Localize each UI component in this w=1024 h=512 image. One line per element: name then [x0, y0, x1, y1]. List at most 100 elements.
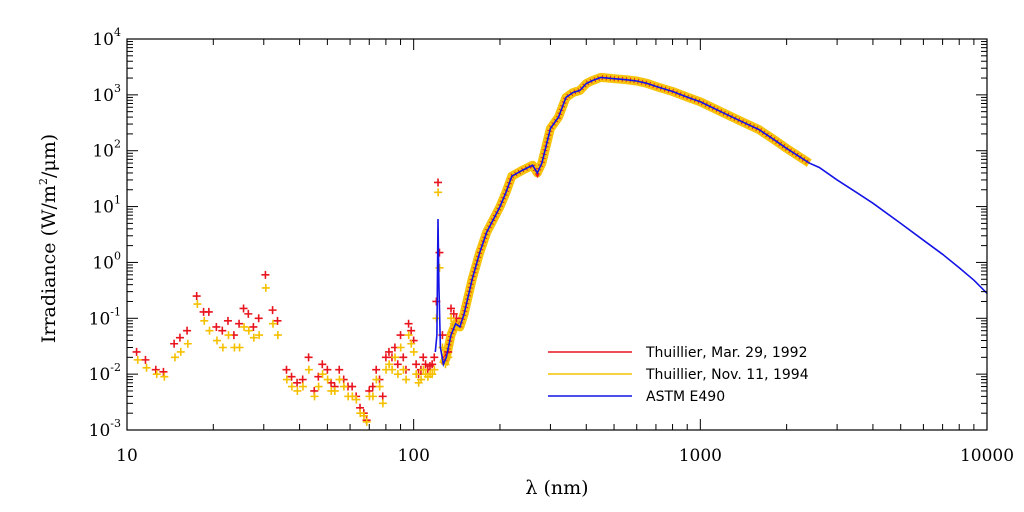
series-1-point: [402, 375, 411, 384]
series-0-point: [175, 333, 184, 342]
series-0-point: [435, 248, 444, 257]
y-tick-label: 10-2: [89, 361, 121, 385]
series-1-point: [391, 353, 400, 362]
series-1-point: [205, 326, 214, 335]
series-0-point: [396, 331, 405, 340]
y-tick-label: 101: [92, 194, 121, 218]
series-0-point: [314, 372, 323, 381]
series-0-point: [141, 355, 150, 364]
series-1-point: [218, 343, 227, 352]
legend: Thuillier, Mar. 29, 1992 Thuillier, Nov. …: [548, 345, 809, 405]
series-0-point: [298, 375, 307, 384]
series-1-point: [430, 365, 439, 374]
series-1-point: [348, 392, 357, 401]
series-0-point: [368, 382, 377, 391]
series-1-point: [419, 365, 428, 374]
series-0-point: [378, 392, 387, 401]
series-1-point: [160, 372, 169, 381]
x-axis-title: λ (nm): [525, 477, 588, 499]
series-1-point: [375, 382, 384, 391]
series-1-point: [304, 365, 313, 374]
series-0-point: [404, 319, 413, 328]
series-1-point: [183, 339, 192, 348]
y-tick-label: 102: [92, 138, 121, 162]
y-axis-title: Irradiance (W/m2/μm): [37, 134, 60, 343]
series-0-point: [430, 353, 439, 362]
series-0-point: [183, 326, 192, 335]
series-1-point: [235, 343, 244, 352]
series-1-point: [255, 331, 264, 340]
series-1-point: [310, 392, 319, 401]
series-1-point: [200, 316, 209, 325]
series-1-point: [428, 370, 437, 379]
series-1-point: [378, 399, 387, 408]
y-tick-label: 103: [92, 82, 121, 106]
series-1-point: [393, 370, 402, 379]
legend-label-2: ASTM E490: [646, 389, 725, 405]
series-1-point: [404, 331, 413, 340]
series-0-point: [393, 360, 402, 369]
series-0-point: [318, 360, 327, 369]
series-0-point: [335, 365, 344, 374]
series-1-point: [152, 370, 161, 379]
series-0-point: [428, 360, 437, 369]
y-tick-label: 104: [92, 26, 121, 50]
series-0-point: [407, 326, 416, 335]
series-1-point: [399, 365, 408, 374]
y-tick-label: 100: [92, 249, 121, 273]
series-1-point: [368, 392, 377, 401]
series-1-point: [385, 360, 394, 369]
series-1-point: [170, 353, 179, 362]
series-1-point: [409, 347, 418, 356]
series-1-point: [287, 382, 296, 391]
series-1-point: [434, 188, 443, 197]
series-0-point: [192, 292, 201, 301]
series-1-point: [282, 375, 291, 384]
series-0-point: [170, 339, 179, 348]
y-tick-label: 10-3: [89, 417, 121, 441]
series-0-point: [212, 322, 221, 331]
series-0-point: [447, 304, 456, 313]
series-1-point: [249, 333, 258, 342]
series-0-point: [287, 372, 296, 381]
series-0-point: [132, 347, 141, 356]
legend-label-0: Thuillier, Mar. 29, 1992: [645, 345, 808, 361]
series-1-point: [335, 375, 344, 384]
series-1-point: [362, 417, 371, 426]
series-1-point: [330, 386, 339, 395]
series-1-point: [447, 314, 456, 323]
series-1-point: [396, 343, 405, 352]
series-1-point: [268, 319, 277, 328]
series-0-point: [434, 178, 443, 187]
plot-frame: [126, 38, 988, 431]
y-axis-title-superscript: 2: [37, 178, 50, 185]
x-tick-label: 100: [397, 446, 429, 466]
series-0-point: [348, 382, 357, 391]
series-0-point: [261, 270, 270, 279]
series-1-point: [412, 370, 421, 379]
series-1-point: [372, 375, 381, 384]
series-1-point: [240, 322, 249, 331]
y-axis-title-part-3: /μm): [38, 134, 60, 178]
series-0-point: [235, 319, 244, 328]
series-0-point: [254, 314, 263, 323]
series-0-point: [293, 378, 302, 387]
series-1-point: [273, 331, 282, 340]
tick-labels: 10 100 1000 10000 104 103 102 101 100 10-1 10-2 10-…: [89, 26, 1014, 466]
series-1-point: [212, 336, 221, 345]
series-1-point: [323, 375, 332, 384]
series-0-point: [239, 304, 248, 313]
series-0-point: [282, 365, 291, 374]
plot-data: [132, 72, 988, 426]
series-1-point: [388, 365, 397, 374]
series-0-point: [204, 307, 213, 316]
series-1-point: [314, 382, 323, 391]
series-1-point: [352, 395, 361, 404]
series-0-point: [151, 365, 160, 374]
axis-ticks: [126, 38, 987, 431]
series-0-point: [159, 367, 168, 376]
series-0-point: [399, 353, 408, 362]
series-0-point: [449, 309, 458, 318]
series-0-point: [304, 353, 313, 362]
